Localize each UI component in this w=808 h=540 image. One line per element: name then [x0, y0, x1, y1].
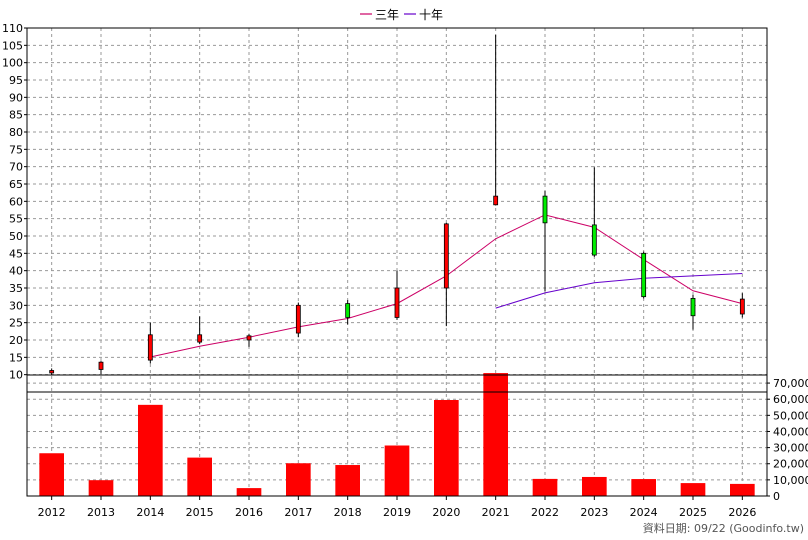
volume-bar	[384, 445, 410, 496]
candle-body	[147, 334, 153, 361]
x-tick-label: 2017	[284, 506, 312, 519]
price-tick-label: 20	[9, 334, 23, 347]
price-tick-label: 50	[9, 230, 23, 243]
price-plot-frame	[26, 27, 768, 393]
price-grid: 10 15 20 25 30 35 40 45 50 55 60 65 70 75 80 85 90 95 100 1…	[2, 22, 767, 496]
x-tick-label: 2016	[235, 506, 263, 519]
data-source-footer: 資料日期: 09/22 (Goodinfo.tw)	[643, 521, 804, 535]
candlesticks	[49, 34, 745, 376]
volume-bar	[582, 476, 607, 496]
volume-tick-label: 40,000	[773, 425, 808, 438]
volume-bar	[434, 400, 459, 496]
price-tick-label: 30	[9, 299, 23, 312]
x-tick-label: 2013	[87, 506, 115, 519]
price-tick-label: 35	[9, 282, 23, 295]
price-tick-label: 75	[9, 143, 23, 156]
price-tick-label: 25	[9, 317, 23, 330]
price-tick-label: 110	[2, 22, 23, 35]
price-tick-label: 80	[9, 126, 23, 139]
candle-body	[394, 287, 400, 318]
volume-bar	[483, 373, 508, 496]
x-tick-label: 2025	[679, 506, 707, 519]
x-tick-label: 2026	[728, 506, 756, 519]
candle-body	[542, 195, 548, 224]
candle-body	[197, 334, 203, 343]
legend: 三年 十年	[360, 8, 443, 22]
volume-tick-label: 70,000	[773, 377, 808, 390]
price-tick-label: 40	[9, 265, 23, 278]
volume-bar	[39, 453, 64, 496]
candle-body	[493, 195, 499, 206]
candle-body	[591, 224, 597, 256]
candle-body	[49, 370, 55, 374]
price-tick-label: 105	[2, 39, 23, 52]
candle-body	[295, 304, 301, 334]
candle-body	[690, 297, 696, 317]
x-tick-label: 2022	[531, 506, 559, 519]
x-tick-label: 2018	[334, 506, 362, 519]
candle-body	[641, 252, 647, 298]
price-tick-label: 55	[9, 213, 23, 226]
legend-label: 三年	[375, 8, 399, 22]
volume-bar	[138, 404, 163, 496]
candle-body	[739, 298, 745, 315]
candle-body	[98, 361, 104, 370]
volume-grid: 0 10,000 20,000 30,000 40,000 50,000 60,000 70,…	[27, 377, 808, 503]
x-tick-label: 2014	[136, 506, 164, 519]
volume-tick-label: 30,000	[773, 442, 808, 455]
price-tick-label: 45	[9, 247, 23, 260]
price-tick-label: 85	[9, 109, 23, 122]
volume-bar	[680, 483, 706, 496]
volume-bar	[236, 488, 262, 496]
volume-bar	[88, 480, 114, 496]
x-tick-label: 2012	[38, 506, 66, 519]
volume-tick-label: 10,000	[773, 474, 808, 487]
volume-tick-label: 50,000	[773, 409, 808, 422]
volume-bar	[532, 478, 558, 496]
x-tick-label: 2024	[630, 506, 658, 519]
x-axis-ticks: 2012 2013 2014 2015 2016 2017 2018 2019 2020 2021…	[38, 496, 756, 519]
volume-bar	[187, 457, 212, 496]
price-tick-label: 65	[9, 178, 23, 191]
price-tick-label: 95	[9, 74, 23, 87]
volume-bars	[39, 373, 755, 496]
volume-bar	[286, 463, 311, 496]
price-tick-label: 90	[9, 91, 23, 104]
x-tick-label: 2021	[482, 506, 510, 519]
candle-body	[246, 335, 252, 341]
volume-bar	[730, 483, 755, 496]
price-tick-label: 70	[9, 161, 23, 174]
x-tick-label: 2015	[186, 506, 214, 519]
x-tick-label: 2020	[432, 506, 460, 519]
volume-bar	[631, 479, 656, 496]
legend-label: 十年	[419, 8, 443, 22]
price-tick-label: 60	[9, 195, 23, 208]
x-tick-label: 2023	[580, 506, 608, 519]
candle-body	[443, 223, 449, 289]
ma-line-10y	[495, 272, 743, 309]
price-tick-label: 10	[9, 369, 23, 382]
volume-tick-label: 20,000	[773, 458, 808, 471]
x-tick-label: 2019	[383, 506, 411, 519]
candle-body	[345, 303, 351, 318]
volume-tick-label: 60,000	[773, 393, 808, 406]
price-tick-label: 100	[2, 57, 23, 70]
price-tick-label: 15	[9, 351, 23, 364]
volume-bar	[335, 465, 360, 496]
volume-tick-label: 0	[773, 490, 780, 503]
